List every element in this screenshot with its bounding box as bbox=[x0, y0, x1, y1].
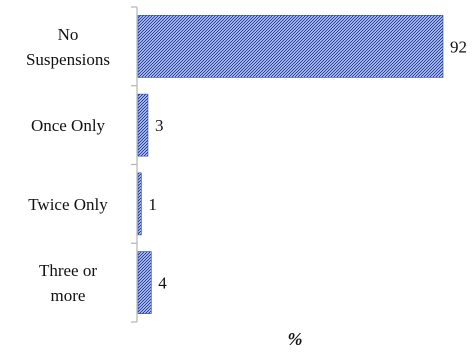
bar bbox=[137, 15, 444, 78]
data-label: 3 bbox=[155, 116, 164, 135]
category-labels: No Suspensions Once Only Twice Only Three or… bbox=[26, 25, 110, 305]
x-axis-title: % bbox=[288, 329, 303, 349]
category-label: No Suspensions bbox=[26, 25, 110, 69]
data-label: 92 bbox=[450, 37, 467, 56]
data-labels: 92 3 1 4 bbox=[148, 37, 467, 292]
category-label: Twice Only bbox=[28, 195, 108, 214]
data-label: 1 bbox=[148, 195, 157, 214]
category-axis bbox=[131, 6, 138, 323]
bars-layer bbox=[137, 15, 444, 314]
category-label: Three or more bbox=[39, 261, 97, 305]
bar bbox=[137, 172, 142, 236]
bar bbox=[137, 93, 149, 157]
data-label: 4 bbox=[158, 274, 167, 293]
bar bbox=[137, 251, 152, 314]
category-label: Once Only bbox=[31, 116, 106, 135]
